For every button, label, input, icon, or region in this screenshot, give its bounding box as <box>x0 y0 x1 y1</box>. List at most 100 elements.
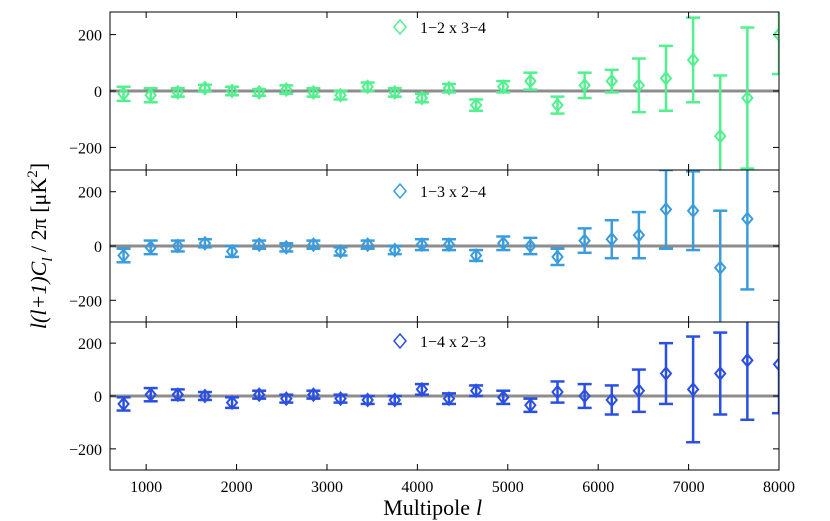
marker <box>144 87 157 103</box>
data-point <box>772 12 779 76</box>
data-point <box>631 57 646 114</box>
marker <box>713 128 727 144</box>
marker <box>252 387 266 403</box>
y-tick-label: −200 <box>69 442 102 459</box>
marker <box>551 384 564 400</box>
marker <box>252 84 266 100</box>
data-point <box>170 238 185 254</box>
data-point <box>197 80 212 96</box>
data-point <box>143 86 158 104</box>
data-point <box>170 387 185 403</box>
data-point <box>523 236 538 256</box>
data-point <box>333 391 348 407</box>
marker <box>659 365 673 382</box>
data-point <box>360 237 375 253</box>
legend-label: 1−2 x 3−4 <box>420 20 486 37</box>
data-point <box>387 84 402 100</box>
data-point <box>469 247 484 264</box>
x-tick-label: 4000 <box>401 479 433 496</box>
marker <box>741 90 754 106</box>
marker <box>469 247 483 264</box>
marker <box>605 231 619 247</box>
data-point <box>496 79 511 95</box>
data-point <box>252 84 267 100</box>
marker <box>198 388 212 404</box>
marker <box>686 203 700 219</box>
data-point <box>143 239 158 256</box>
marker <box>415 90 429 106</box>
plot-area: −200 0 200 1−2 x 3−4 −200 0 200 1−3 x 2−4 −200 0 2… <box>69 11 795 496</box>
marker <box>334 243 347 259</box>
marker <box>388 84 402 100</box>
marker <box>225 243 239 259</box>
marker <box>388 242 402 258</box>
marker <box>551 97 564 113</box>
data-point <box>387 392 402 408</box>
marker <box>659 70 673 86</box>
y-tick-label: 200 <box>78 336 102 353</box>
marker <box>279 82 293 98</box>
data-point <box>306 387 321 403</box>
marker <box>307 84 320 100</box>
data-point <box>713 209 728 322</box>
marker <box>334 391 347 407</box>
marker <box>252 237 266 253</box>
marker <box>524 73 537 89</box>
data-point <box>225 395 240 411</box>
data-point <box>279 239 294 255</box>
data-point <box>360 79 375 95</box>
marker <box>772 27 779 43</box>
marker <box>171 238 185 254</box>
data-point <box>658 44 673 112</box>
marker <box>171 387 185 403</box>
data-point <box>469 383 484 399</box>
marker <box>442 237 456 253</box>
data-point <box>252 387 267 403</box>
panel-1: −200 0 200 1−2 x 3−4 <box>69 11 780 171</box>
data-point <box>550 95 565 115</box>
legend: 1−4 x 2−3 <box>393 332 486 351</box>
data-point <box>279 391 294 407</box>
marker <box>279 391 293 407</box>
data-point <box>360 392 375 408</box>
y-tick-label: 0 <box>94 389 102 406</box>
x-axis-title: Multipole <box>383 495 470 520</box>
marker <box>772 356 779 372</box>
data-point <box>658 341 673 406</box>
marker <box>578 233 591 249</box>
marker <box>117 396 130 412</box>
marker <box>171 84 185 100</box>
y-tick-label: −200 <box>69 140 102 157</box>
x-tick-label: 8000 <box>763 479 795 496</box>
data-series <box>116 170 755 322</box>
data-point <box>550 380 565 404</box>
data-point <box>523 397 538 414</box>
y-tick-label: 0 <box>94 84 102 101</box>
marker <box>469 383 483 399</box>
data-point <box>772 322 779 415</box>
panel-2: −200 0 200 1−3 x 2−4 <box>69 169 780 323</box>
data-point <box>116 85 131 103</box>
marker <box>225 395 239 411</box>
data-point <box>577 382 592 410</box>
marker <box>117 247 130 264</box>
data-point <box>577 71 592 100</box>
marker <box>442 80 456 96</box>
data-point <box>577 227 592 255</box>
marker <box>686 381 700 397</box>
data-point <box>740 26 755 170</box>
marker <box>551 249 564 265</box>
marker <box>279 239 293 255</box>
data-point <box>197 388 212 404</box>
x-tick-label: 5000 <box>492 479 524 496</box>
legend-marker <box>393 332 407 350</box>
svg-text:l(l+1)Cl / 2π [μK2]: l(l+1)Cl / 2π [μK2] <box>25 163 56 329</box>
x-tick-label: 1000 <box>130 479 162 496</box>
legend-label: 1−4 x 2−3 <box>420 334 486 351</box>
data-series <box>116 12 779 170</box>
y-tick-label: 200 <box>78 185 102 202</box>
data-point <box>333 243 348 259</box>
marker <box>361 79 374 95</box>
marker <box>388 392 402 408</box>
data-point <box>442 80 457 96</box>
